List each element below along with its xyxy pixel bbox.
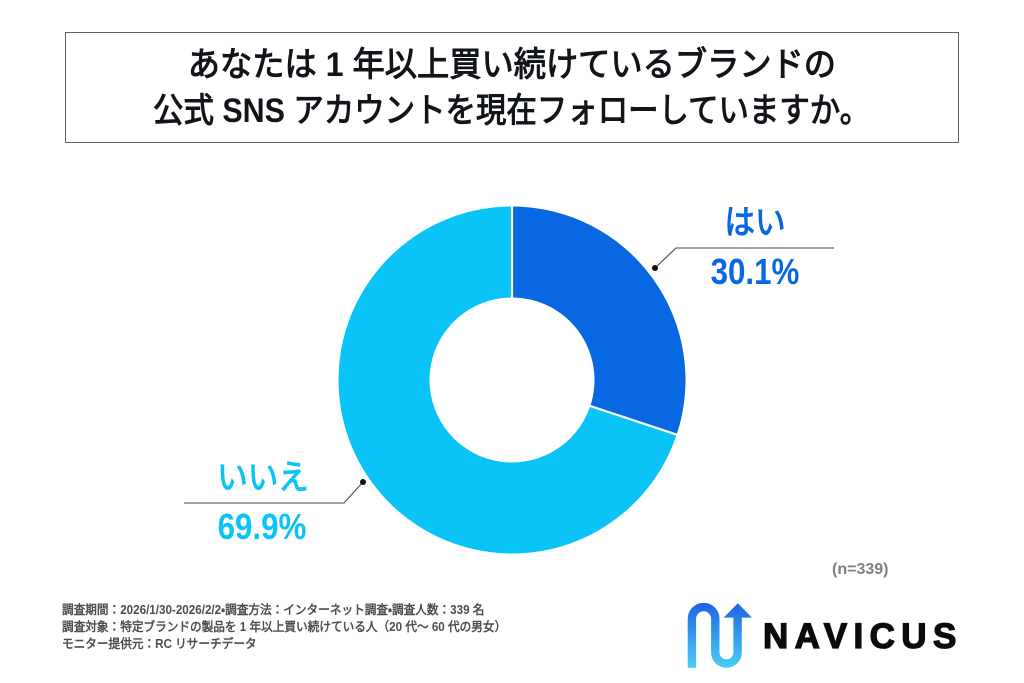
footnote-line-1: 調査期間：2026/1/30-2026/2/2・調査方法：インターネット調査・調… [62, 603, 485, 617]
donut-segment-1 [338, 206, 677, 554]
footnote-line-2: 調査対象：特定ブランドの製品を 1 年以上買い続けている人（20 代〜 60 代… [62, 620, 507, 635]
logo-wave-path [687, 602, 742, 668]
donut-segments [338, 205, 686, 554]
donut-segment-0 [512, 206, 686, 435]
callout-yes-value-wrap: 30.1% [704, 254, 806, 290]
leader-dot-no [360, 479, 366, 485]
leader-line-yes [654, 247, 834, 269]
callout-no-value-wrap: 69.9% [211, 509, 313, 545]
navicus-logo-text: NAVICUS [762, 616, 963, 656]
leader-dot-yes [652, 265, 658, 271]
callout-no: いいえ [212, 461, 314, 495]
segment-separator [589, 404, 678, 437]
callout-no-label: いいえ [217, 459, 309, 497]
callout-yes-label: はい [724, 204, 786, 242]
sample-size-note: (n=339) [832, 561, 889, 578]
navicus-logo: NAVICUS [686, 597, 976, 672]
leader-line-no [184, 481, 364, 504]
callout-no-value: 69.9% [217, 506, 307, 547]
title-line-2: 公式 SNS アカウントを現在フォローしていますか。 [153, 91, 871, 130]
callout-leader-lines [184, 247, 834, 504]
title-box: あなたは 1 年以上買い続けているブランドの 公式 SNS アカウントを現在フォ… [65, 32, 959, 143]
navicus-logo-mark-icon [687, 602, 752, 668]
survey-footnote: 調査期間：2026/1/30-2026/2/2・調査方法：インターネット調査・調… [62, 602, 506, 654]
callout-yes-value: 30.1% [710, 251, 800, 292]
title-line-1: あなたは 1 年以上買い続けているブランドの [187, 45, 837, 84]
logo-arrowhead [723, 603, 752, 618]
callout-yes: はい [721, 206, 789, 240]
footnote-line-3: モニター提供元：RC リサーチデータ [62, 637, 257, 652]
callout-dots [360, 265, 658, 485]
